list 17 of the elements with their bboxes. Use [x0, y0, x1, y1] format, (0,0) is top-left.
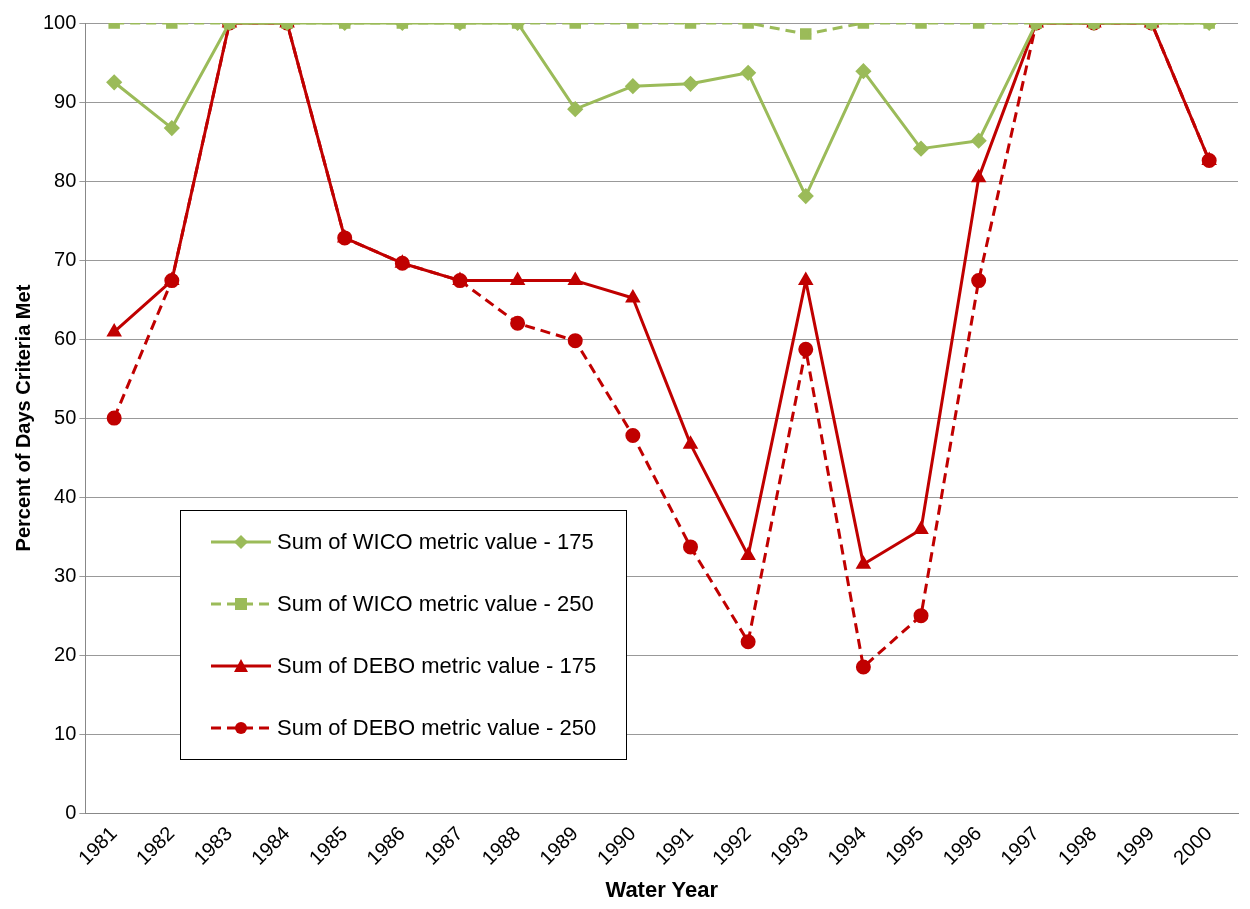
x-axis-title: Water Year	[605, 876, 719, 902]
legend-label: Sum of WICO metric value - 250	[277, 591, 594, 617]
y-tick-label: 70	[54, 247, 77, 270]
y-axis-title: Percent of Days Criteria Met	[11, 284, 34, 552]
y-tick-label: 40	[54, 484, 77, 507]
y-tick-label: 100	[42, 10, 77, 33]
y-tick-label: 90	[54, 89, 77, 112]
y-tick-label: 20	[54, 642, 77, 665]
y-tick-label: 80	[54, 168, 77, 191]
y-tick-label: 50	[54, 405, 77, 428]
y-tick-label: 0	[65, 800, 77, 823]
legend-label: Sum of DEBO metric value - 250	[277, 715, 597, 741]
legend-label: Sum of DEBO metric value - 175	[277, 653, 597, 679]
y-tick-label: 10	[54, 721, 77, 744]
y-tick-label: 30	[54, 563, 77, 586]
y-tick-label: 60	[54, 326, 77, 349]
legend-label: Sum of WICO metric value - 175	[277, 529, 594, 555]
